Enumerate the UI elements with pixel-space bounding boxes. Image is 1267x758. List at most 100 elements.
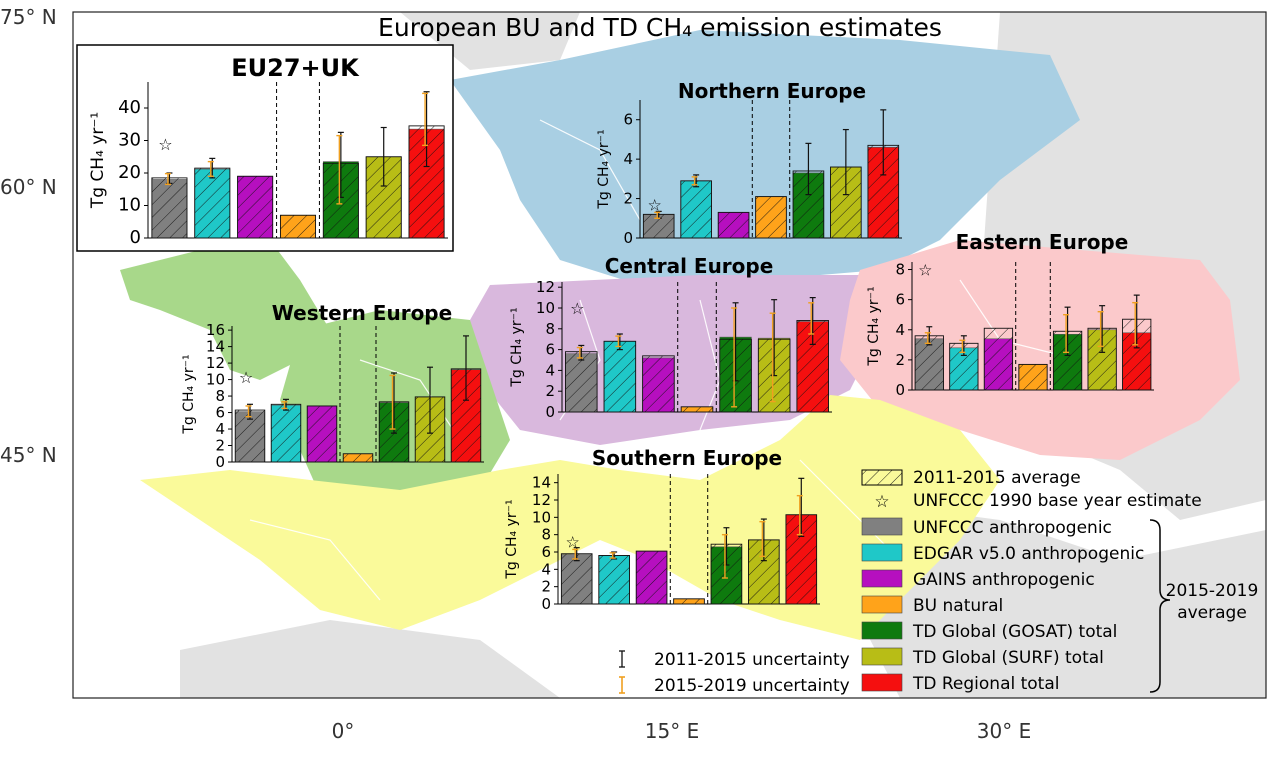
- legend-swatch: [861, 595, 903, 614]
- legend-unc-2011-label: 2011-2015 uncertainty: [654, 650, 850, 670]
- legend-swatch: [861, 621, 903, 640]
- region-southern: [140, 395, 1000, 640]
- legend-brace-label: 2015-2019: [1166, 581, 1259, 601]
- unfccc-1990-star: ☆: [239, 368, 253, 387]
- unfccc-1990-star: ☆: [158, 135, 172, 154]
- y-tick-label: 10: [536, 299, 555, 317]
- legend-swatch: [861, 647, 903, 666]
- legend-star-icon: ☆: [874, 492, 889, 512]
- y-tick-label: 0: [895, 381, 905, 399]
- panel-title: Southern Europe: [592, 446, 782, 470]
- legend-swatch: [861, 673, 903, 692]
- bar-2011-2015-hatch: [342, 453, 374, 463]
- y-tick-label: 20: [118, 162, 141, 183]
- y-tick-label: 6: [623, 111, 633, 129]
- legend-star-label: UNFCCC 1990 base year estimate: [913, 491, 1202, 511]
- bar-2011-2015-hatch: [279, 214, 317, 239]
- legend-swatch: [861, 569, 903, 588]
- y-tick-label: 4: [545, 361, 555, 379]
- legend-brace-label-2: average: [1177, 603, 1247, 623]
- y-tick-label: 2: [215, 437, 225, 455]
- y-tick-label: 40: [118, 97, 141, 118]
- bar-2011-2015-hatch: [635, 550, 668, 605]
- chart-panel: 0 2 4 6 8 10 12 Tg CH₄ yr⁻¹ Central Europe ☆: [509, 254, 832, 421]
- y-tick-label: 30: [118, 130, 141, 151]
- bar-2011-2015-hatch: [151, 177, 188, 239]
- y-tick-label: 6: [541, 543, 551, 561]
- y-axis-label: Tg CH₄ yr⁻¹: [866, 286, 882, 366]
- region-other: [400, 12, 580, 70]
- lon-label: 0°: [332, 719, 355, 743]
- lon-label: 15° E: [645, 719, 699, 743]
- bar-2011-2015-hatch: [194, 167, 231, 239]
- panel-title: Northern Europe: [678, 79, 866, 103]
- y-tick-label: 8: [895, 261, 905, 279]
- y-axis-label: Tg CH₄ yr⁻¹: [88, 112, 108, 209]
- y-tick-label: 12: [206, 354, 225, 372]
- bar-2011-2015-hatch: [673, 598, 705, 605]
- legend-series-label: EDGAR v5.0 anthropogenic: [913, 544, 1144, 564]
- y-tick-label: 0: [130, 227, 141, 248]
- lon-label: 30° E: [977, 719, 1031, 743]
- y-tick-label: 6: [215, 404, 225, 422]
- lat-label: 45° N: [0, 443, 57, 467]
- bar-2011-2015-hatch: [680, 406, 714, 413]
- bar-2011-2015-hatch: [1018, 363, 1048, 391]
- bar-2011-2015-hatch: [642, 355, 675, 413]
- bar-2011-2015-hatch: [983, 327, 1014, 391]
- y-tick-label: 12: [536, 278, 555, 296]
- y-tick-label: 8: [215, 387, 225, 405]
- y-tick-label: 0: [623, 229, 633, 247]
- y-tick-label: 2: [623, 190, 633, 208]
- y-tick-label: 0: [541, 595, 551, 613]
- y-tick-label: 4: [215, 420, 225, 438]
- region-uk: [120, 240, 330, 380]
- legend: 2011-2015 average ☆ UNFCCC 1990 base year …: [619, 468, 1258, 696]
- y-tick-label: 8: [541, 526, 551, 544]
- chart-panel: 0 2 4 6 8 Tg CH₄ yr⁻¹ Eastern Europe ☆: [866, 230, 1154, 399]
- bar-2011-2015-hatch: [565, 351, 598, 413]
- panel-title: Eastern Europe: [956, 230, 1129, 254]
- y-axis-label: Tg CH₄ yr⁻¹: [596, 129, 612, 209]
- bar-2011-2015-hatch: [598, 555, 630, 605]
- bar-2011-2015-hatch: [755, 196, 787, 239]
- legend-swatch: [861, 543, 903, 562]
- y-tick-label: 4: [623, 150, 633, 168]
- y-tick-label: 12: [532, 491, 551, 509]
- legend-series-label: TD Regional total: [912, 674, 1060, 694]
- y-tick-label: 8: [545, 320, 555, 338]
- unfccc-1990-star: ☆: [570, 299, 584, 318]
- chart-panel: 0 10 20 30 40 Tg CH₄ yr⁻¹ EU27+UK ☆: [88, 54, 448, 248]
- y-axis-label: Tg CH₄ yr⁻¹: [509, 307, 525, 387]
- lat-label: 75° N: [0, 5, 57, 29]
- legend-series-label: TD Global (SURF) total: [912, 648, 1104, 668]
- y-tick-label: 0: [545, 403, 555, 421]
- panel-title: Central Europe: [605, 254, 774, 278]
- y-tick-label: 6: [895, 291, 905, 309]
- map-frame: [72, 11, 1267, 699]
- legend-unc-2015-label: 2015-2019 uncertainty: [654, 676, 850, 696]
- chart-panel: 0 2 4 6 Tg CH₄ yr⁻¹ Northern Europe ☆: [596, 79, 902, 247]
- y-tick-label: 14: [532, 474, 551, 492]
- y-tick-label: 16: [206, 321, 225, 339]
- legend-hatch-swatch: [861, 469, 903, 486]
- y-axis-label: Tg CH₄ yr⁻¹: [504, 499, 520, 579]
- panel-title: Western Europe: [272, 301, 452, 325]
- legend-hatch-label: 2011-2015 average: [913, 468, 1081, 488]
- y-tick-label: 4: [541, 560, 551, 578]
- y-tick-label: 10: [206, 371, 225, 389]
- y-tick-label: 10: [532, 508, 551, 526]
- unfccc-1990-star: ☆: [648, 195, 662, 214]
- legend-series-label: GAINS anthropogenic: [913, 570, 1095, 590]
- bar-2011-2015-hatch: [237, 175, 274, 239]
- y-tick-label: 4: [895, 321, 905, 339]
- y-tick-label: 2: [895, 351, 905, 369]
- bar-2011-2015-hatch: [306, 405, 338, 463]
- region-other: [850, 500, 1266, 698]
- unfccc-1990-star: ☆: [566, 533, 580, 552]
- bar-2011-2015-hatch: [717, 211, 750, 239]
- region-other: [180, 620, 560, 698]
